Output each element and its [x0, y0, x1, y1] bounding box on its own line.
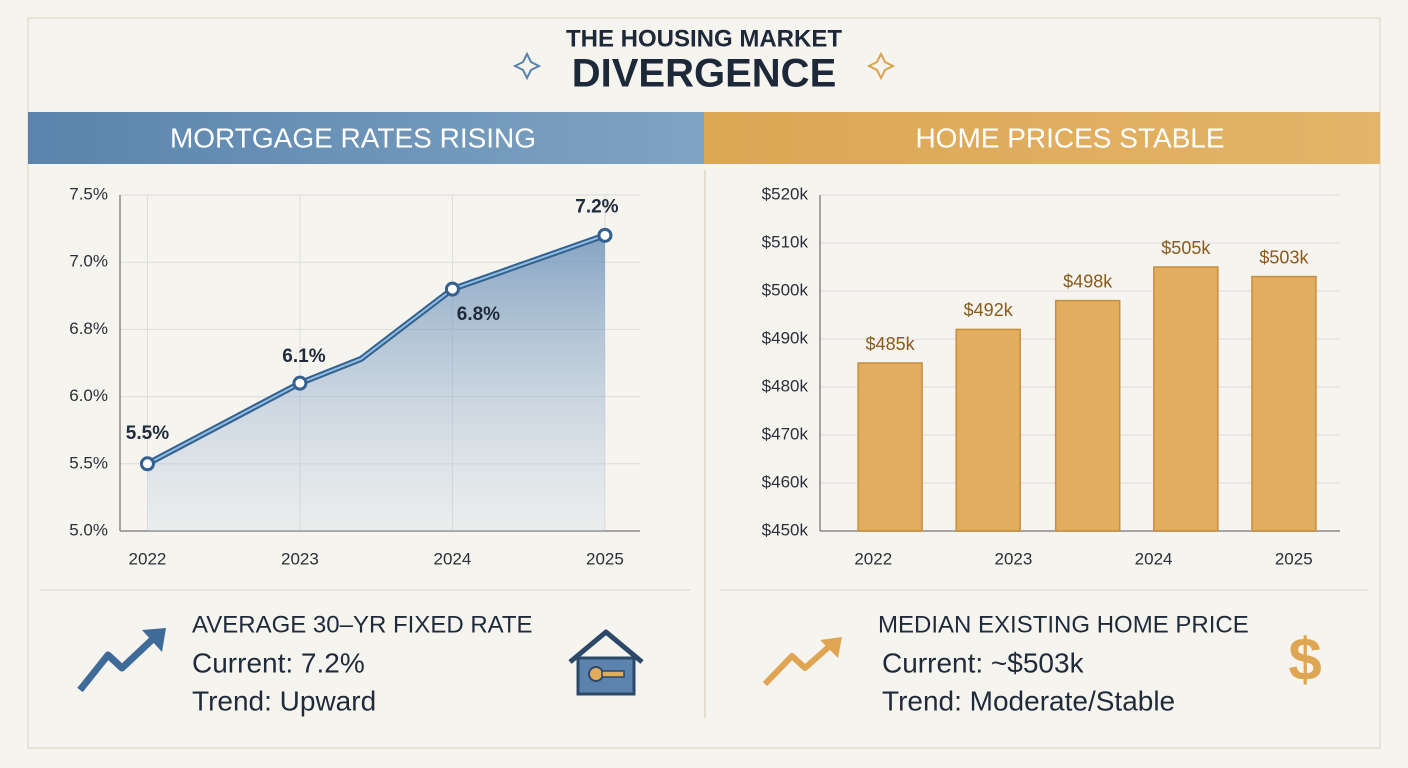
x-tick-label: 2025	[1275, 549, 1313, 568]
panel-line: Trend: Upward	[192, 685, 376, 716]
y-tick-label: $480k	[762, 376, 809, 395]
data-label: $505k	[1161, 238, 1211, 258]
data-label: $503k	[1259, 247, 1309, 267]
x-tick-label: 2022	[854, 549, 892, 568]
header-band	[28, 112, 704, 164]
panel-heading: AVERAGE 30–YR FIXED RATE	[192, 611, 533, 638]
trend-arrow-icon	[142, 628, 166, 652]
y-tick-label: $500k	[762, 280, 809, 299]
y-tick-label: $520k	[762, 184, 809, 203]
trend-arrow-icon	[762, 641, 834, 687]
title: THE HOUSING MARKET	[566, 25, 842, 52]
data-point	[292, 375, 308, 391]
y-tick-label: 5.5%	[69, 453, 108, 472]
dollar-icon: $	[1288, 626, 1321, 693]
house-key-icon	[568, 629, 644, 696]
y-tick-label: $490k	[762, 328, 809, 347]
y-tick-label: 7.5%	[69, 184, 108, 203]
panel-line: Current: ~$503k	[882, 647, 1085, 678]
chart-title: HOME PRICES STABLE	[915, 122, 1224, 153]
x-tick-label: 2024	[1135, 549, 1173, 568]
data-label: 7.2%	[575, 196, 618, 217]
y-tick-label: 5.0%	[69, 520, 108, 539]
header-band	[704, 112, 1380, 164]
x-tick-label: 2024	[434, 549, 472, 568]
y-tick-label: $510k	[762, 232, 809, 251]
frame	[27, 17, 1381, 749]
panel-line: Current: 7.2%	[192, 647, 365, 678]
trend-arrow-icon	[77, 634, 158, 693]
x-tick-label: 2025	[586, 549, 624, 568]
y-tick-label: 7.0%	[69, 252, 108, 271]
sparkle	[512, 51, 542, 81]
panel-line: Trend: Moderate/Stable	[882, 685, 1175, 716]
panel-heading: MEDIAN EXISTING HOME PRICE	[878, 611, 1249, 638]
x-tick-label: 2023	[281, 549, 319, 568]
bar	[1054, 299, 1121, 532]
area	[147, 235, 605, 531]
y-tick-label: $470k	[762, 424, 809, 443]
data-label: $485k	[866, 334, 916, 354]
bar	[1251, 275, 1317, 532]
chart-title: MORTGAGE RATES RISING	[170, 122, 536, 153]
y-tick-label: $450k	[762, 520, 809, 539]
data-point	[597, 227, 613, 243]
bar	[955, 328, 1021, 532]
trend-arrow-icon	[820, 637, 842, 658]
y-tick-label: $460k	[762, 472, 809, 491]
data-label: 6.8%	[457, 304, 500, 325]
data-label: $498k	[1063, 271, 1113, 291]
data-point	[139, 456, 155, 472]
y-tick-label: 6.8%	[69, 319, 108, 338]
bar	[1153, 266, 1219, 532]
data-label: 6.1%	[282, 346, 325, 367]
y-tick-label: 6.0%	[69, 386, 108, 405]
title-emphasis: DIVERGENCE	[572, 52, 837, 96]
data-label: $492k	[964, 300, 1014, 320]
data-label: 5.5%	[126, 423, 169, 444]
data-point	[444, 281, 460, 297]
sparkle	[866, 51, 896, 81]
line-glow	[146, 234, 606, 465]
x-tick-label: 2022	[129, 549, 167, 568]
x-tick-label: 2023	[995, 549, 1033, 568]
bar	[857, 362, 923, 532]
